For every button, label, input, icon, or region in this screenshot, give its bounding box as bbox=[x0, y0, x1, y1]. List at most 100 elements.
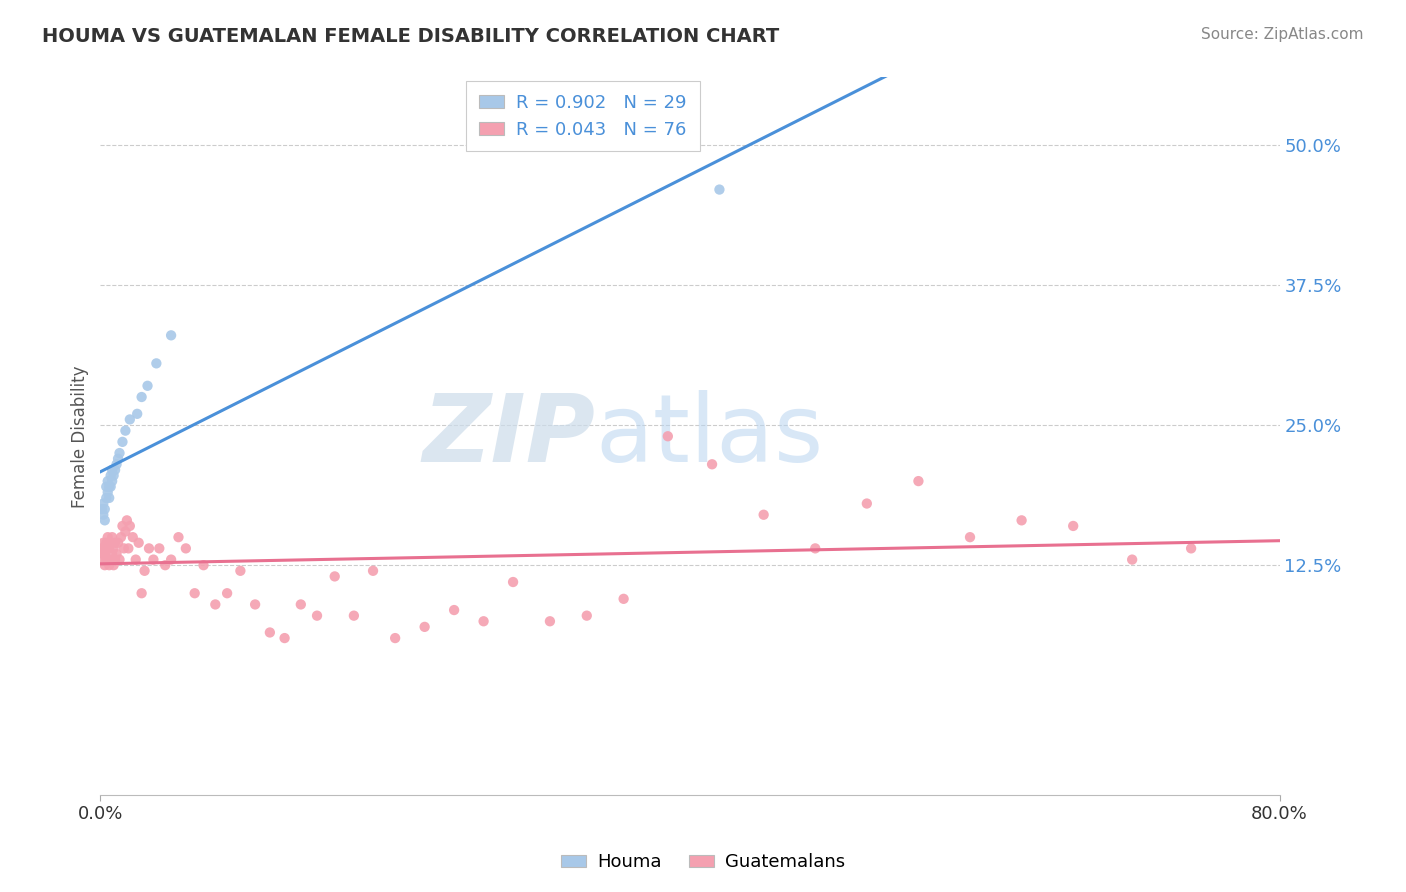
Point bbox=[243, 598, 266, 612]
Point bbox=[90, 502, 112, 516]
Point bbox=[96, 552, 118, 566]
Point bbox=[94, 541, 117, 556]
Point bbox=[131, 390, 153, 404]
Point bbox=[1062, 519, 1084, 533]
Point bbox=[104, 463, 127, 477]
Point bbox=[91, 496, 114, 510]
Point bbox=[98, 541, 121, 556]
Point bbox=[1121, 552, 1143, 566]
Point bbox=[91, 508, 114, 522]
Text: ZIP: ZIP bbox=[423, 391, 596, 483]
Point bbox=[110, 530, 132, 544]
Point bbox=[101, 530, 124, 544]
Point bbox=[290, 598, 312, 612]
Point bbox=[752, 508, 775, 522]
Legend: Houma, Guatemalans: Houma, Guatemalans bbox=[554, 847, 852, 879]
Point bbox=[103, 541, 125, 556]
Point bbox=[538, 614, 561, 628]
Y-axis label: Female Disability: Female Disability bbox=[72, 365, 89, 508]
Point bbox=[104, 535, 127, 549]
Point bbox=[105, 457, 128, 471]
Point bbox=[91, 547, 114, 561]
Point bbox=[167, 530, 190, 544]
Point bbox=[100, 468, 122, 483]
Point bbox=[96, 491, 118, 505]
Point bbox=[100, 480, 122, 494]
Point bbox=[97, 530, 120, 544]
Point bbox=[115, 513, 138, 527]
Point bbox=[96, 535, 118, 549]
Point bbox=[101, 474, 124, 488]
Point bbox=[111, 519, 134, 533]
Point bbox=[259, 625, 281, 640]
Text: Source: ZipAtlas.com: Source: ZipAtlas.com bbox=[1201, 27, 1364, 42]
Point bbox=[125, 552, 148, 566]
Point bbox=[94, 502, 117, 516]
Point bbox=[174, 541, 197, 556]
Point bbox=[105, 547, 128, 561]
Point bbox=[305, 608, 328, 623]
Text: atlas: atlas bbox=[596, 391, 824, 483]
Point bbox=[273, 631, 295, 645]
Point bbox=[118, 412, 141, 426]
Point bbox=[134, 564, 156, 578]
Point bbox=[361, 564, 384, 578]
Point bbox=[1180, 541, 1202, 556]
Point bbox=[100, 552, 122, 566]
Point bbox=[575, 608, 598, 623]
Point bbox=[117, 541, 139, 556]
Point bbox=[100, 535, 122, 549]
Point bbox=[136, 379, 159, 393]
Point bbox=[856, 496, 879, 510]
Point bbox=[384, 631, 406, 645]
Point bbox=[90, 541, 112, 556]
Point bbox=[98, 480, 121, 494]
Point bbox=[700, 457, 723, 471]
Point bbox=[94, 513, 117, 527]
Point bbox=[98, 558, 121, 573]
Point bbox=[413, 620, 436, 634]
Point bbox=[103, 468, 125, 483]
Point bbox=[148, 541, 170, 556]
Point bbox=[94, 558, 117, 573]
Point bbox=[90, 552, 112, 566]
Point bbox=[472, 614, 495, 628]
Point bbox=[97, 474, 120, 488]
Point bbox=[103, 558, 125, 573]
Point bbox=[657, 429, 679, 443]
Point bbox=[97, 485, 120, 500]
Point bbox=[217, 586, 239, 600]
Point bbox=[108, 446, 131, 460]
Point bbox=[804, 541, 827, 556]
Point bbox=[91, 535, 114, 549]
Point bbox=[101, 547, 124, 561]
Point bbox=[98, 491, 121, 505]
Point bbox=[160, 552, 183, 566]
Point bbox=[502, 574, 524, 589]
Point bbox=[142, 552, 165, 566]
Point bbox=[104, 552, 127, 566]
Point bbox=[114, 524, 136, 539]
Point bbox=[138, 541, 160, 556]
Point bbox=[121, 530, 143, 544]
Point bbox=[959, 530, 981, 544]
Point bbox=[131, 586, 153, 600]
Point bbox=[108, 552, 131, 566]
Point bbox=[183, 586, 205, 600]
Point bbox=[128, 535, 150, 549]
Point bbox=[114, 424, 136, 438]
Point bbox=[118, 519, 141, 533]
Point bbox=[107, 535, 129, 549]
Point bbox=[193, 558, 215, 573]
Point bbox=[443, 603, 465, 617]
Point bbox=[204, 598, 226, 612]
Point bbox=[155, 558, 177, 573]
Point bbox=[907, 474, 929, 488]
Point bbox=[323, 569, 346, 583]
Point bbox=[343, 608, 366, 623]
Point bbox=[97, 541, 120, 556]
Point bbox=[96, 480, 118, 494]
Point bbox=[107, 451, 129, 466]
Point bbox=[97, 552, 120, 566]
Point bbox=[94, 547, 117, 561]
